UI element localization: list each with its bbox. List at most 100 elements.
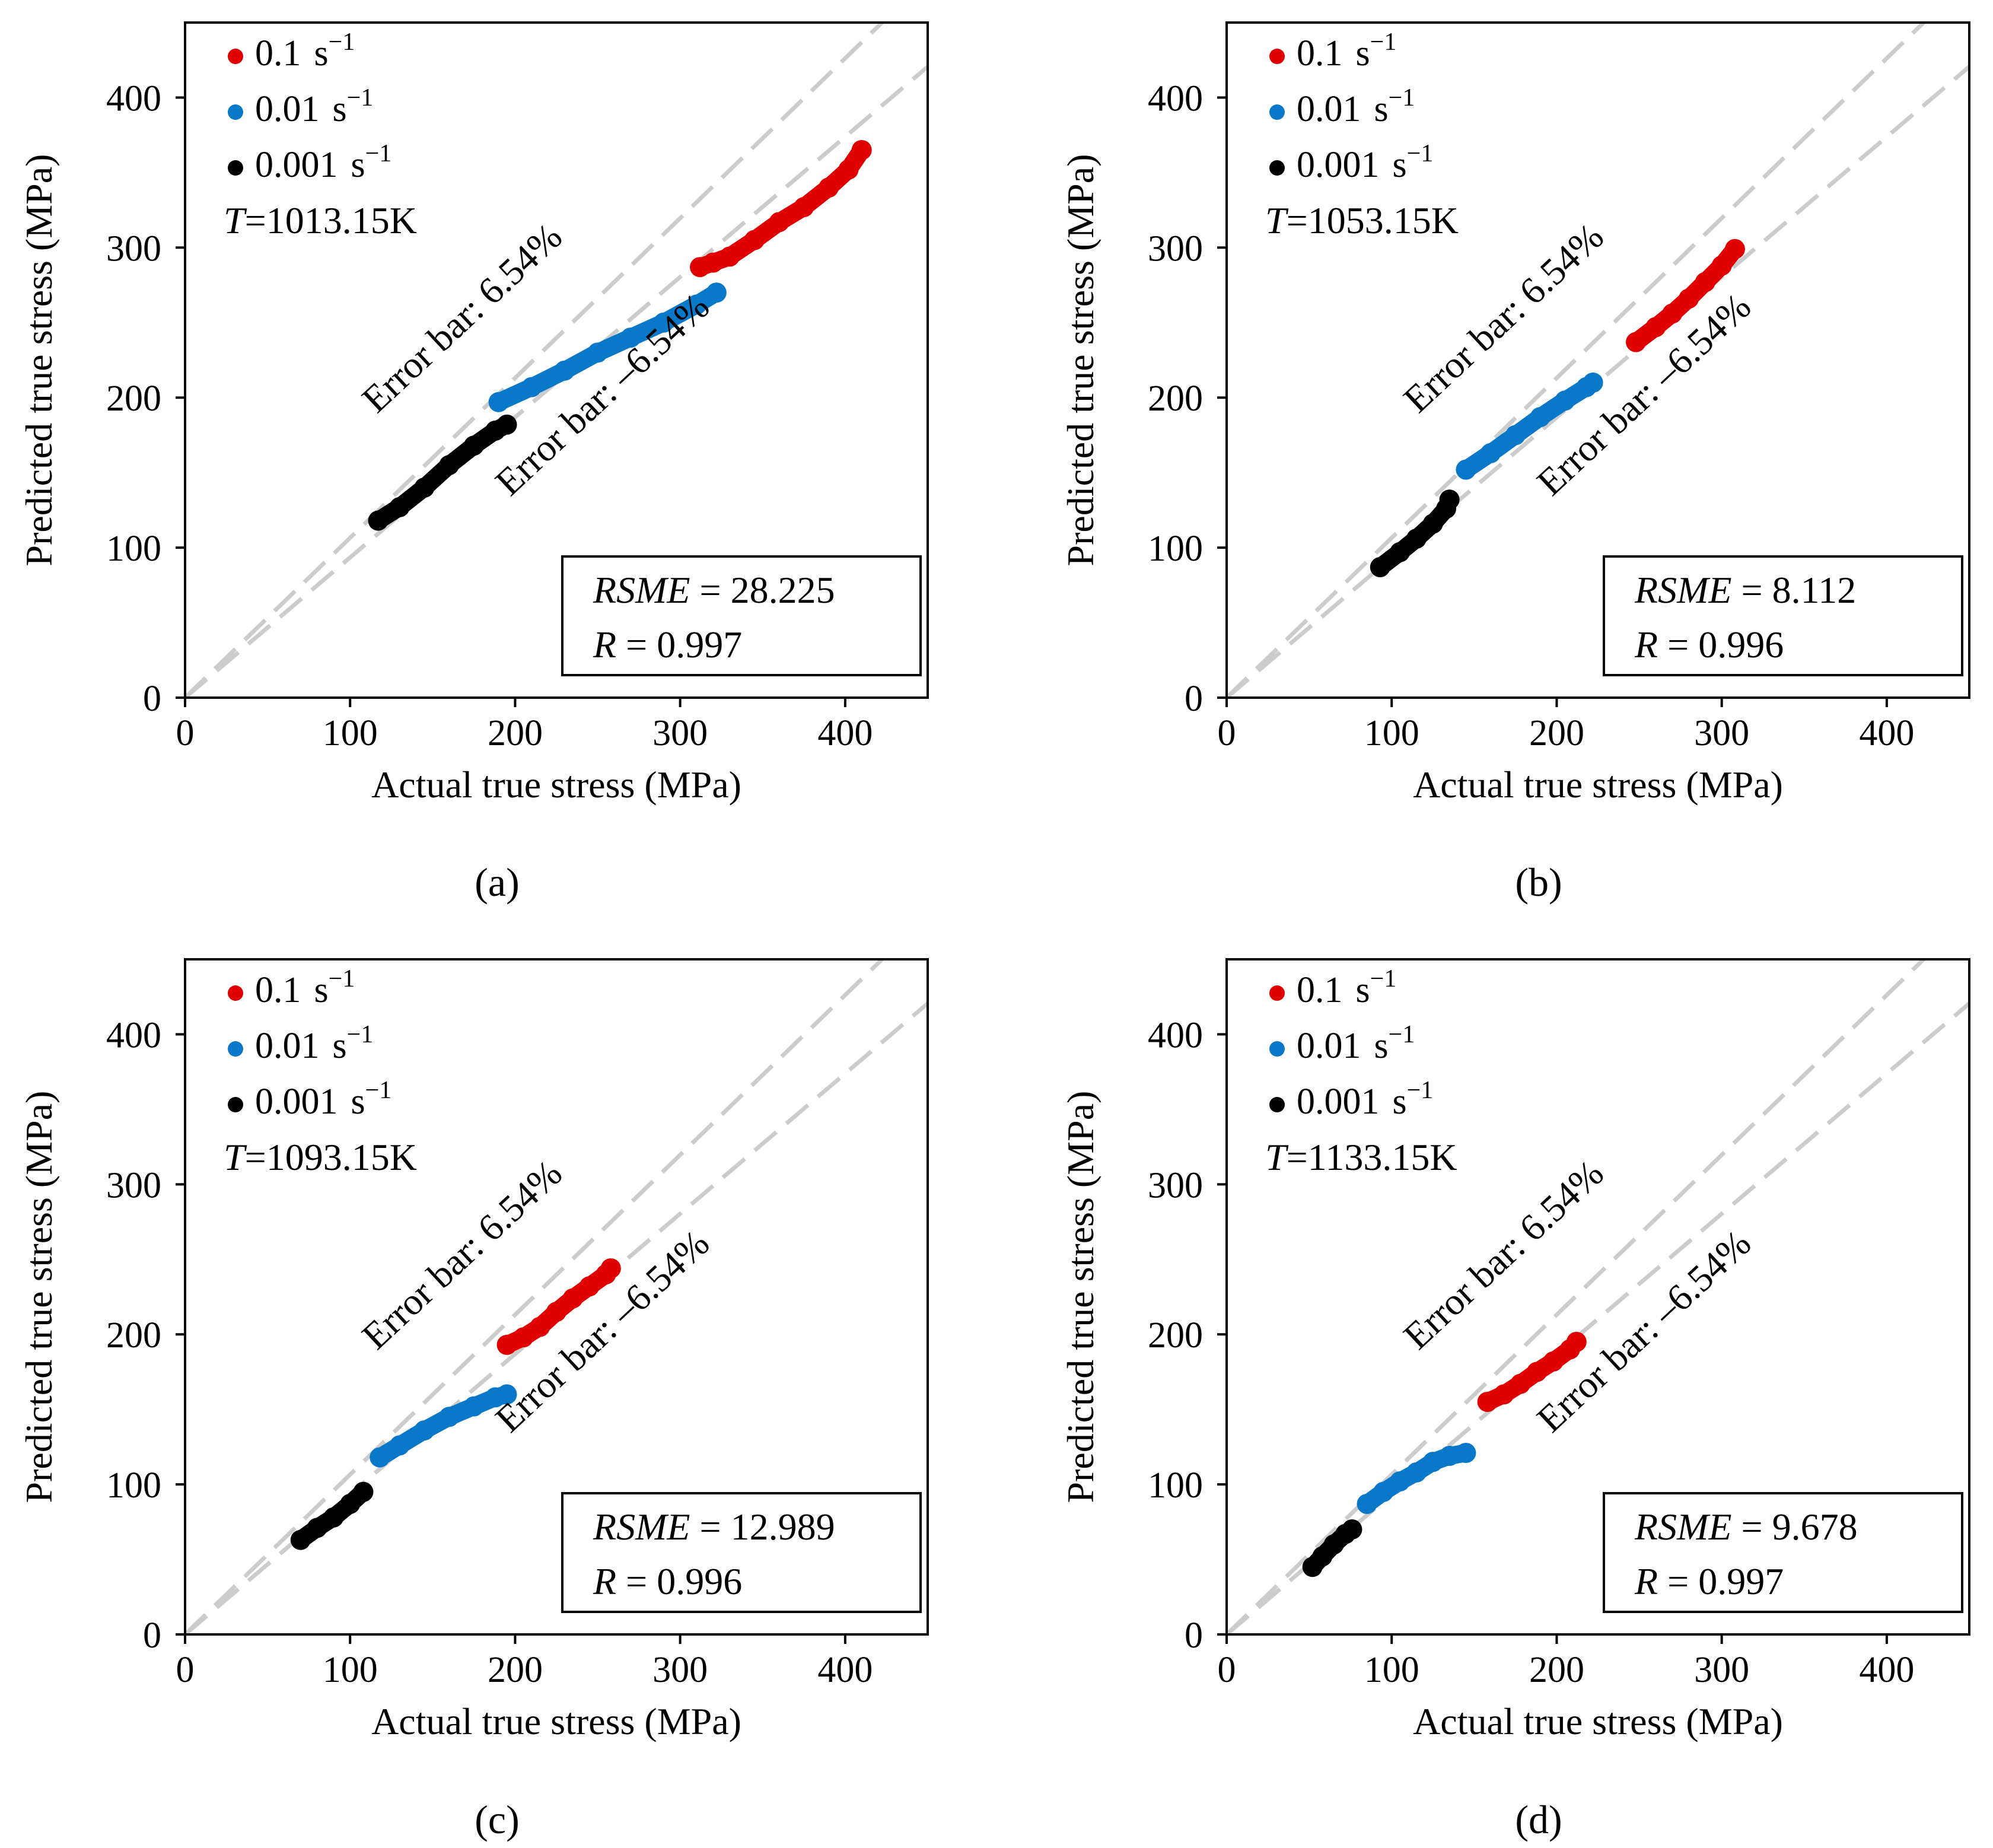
data-point bbox=[686, 294, 707, 315]
temperature-value: =1093.15K bbox=[245, 1136, 417, 1178]
lower-error-line bbox=[185, 1001, 928, 1634]
data-point bbox=[323, 1507, 344, 1528]
upper-error-line bbox=[1227, 23, 1927, 698]
x-tick-label: 300 bbox=[652, 1650, 708, 1690]
panel-label: (c) bbox=[475, 1797, 519, 1842]
temperature-label: T=1053.15K bbox=[1265, 199, 1459, 241]
r-value: 0.996 bbox=[1698, 624, 1784, 666]
data-point bbox=[353, 1481, 374, 1502]
y-tick-label: 200 bbox=[1148, 1315, 1203, 1356]
legend-rate: 0.1 bbox=[1297, 970, 1343, 1010]
y-tick-label: 200 bbox=[106, 1315, 161, 1356]
x-tick-label: 200 bbox=[488, 713, 543, 753]
legend-label: 0.1 s−1 bbox=[255, 965, 355, 1010]
data-point bbox=[1406, 528, 1427, 549]
chart-panel-d: 00 100 100 200 200 300 300 400 400 Actual true st… bbox=[1059, 958, 1970, 1842]
stats-frame bbox=[561, 1492, 922, 1613]
legend-rate: 0.01 bbox=[1297, 89, 1361, 129]
data-point bbox=[1695, 272, 1715, 292]
x-tick-label: 0 bbox=[1218, 1650, 1236, 1690]
stats-frame bbox=[1603, 555, 1963, 676]
y-tick-label: 200 bbox=[1148, 378, 1203, 419]
legend-marker-red bbox=[1269, 985, 1285, 1001]
data-point bbox=[1662, 303, 1683, 324]
temperature-value: =1013.15K bbox=[245, 199, 417, 241]
data-point bbox=[488, 392, 509, 412]
x-tick-label: 300 bbox=[1694, 1650, 1749, 1690]
legend-exponent: −1 bbox=[1389, 1021, 1415, 1048]
rsme-symbol: RSME bbox=[593, 569, 690, 611]
r-symbol: R bbox=[1634, 624, 1658, 666]
series-red bbox=[690, 139, 872, 278]
data-point bbox=[496, 1334, 517, 1355]
x-tick-label: 400 bbox=[1859, 713, 1914, 753]
y-tick-label: 0 bbox=[1185, 679, 1203, 719]
r-value: 0.997 bbox=[1698, 1560, 1784, 1602]
legend-rate: 0.1 bbox=[255, 33, 301, 74]
x-tick-label: 100 bbox=[1364, 1650, 1419, 1690]
r-text: R = 0.997 bbox=[1634, 1560, 1784, 1602]
data-point bbox=[1543, 1351, 1564, 1372]
legend-rate: 0.01 bbox=[255, 1026, 320, 1066]
legend-label: 0.001 s−1 bbox=[255, 1077, 391, 1122]
data-point bbox=[521, 377, 542, 397]
series-red bbox=[1625, 238, 1745, 352]
r-symbol: R bbox=[593, 624, 616, 666]
legend-rate: 0.001 bbox=[255, 145, 338, 185]
data-point bbox=[703, 252, 724, 273]
temperature-symbol: T bbox=[224, 199, 247, 241]
data-point bbox=[370, 1447, 390, 1468]
y-tick-label: 300 bbox=[1148, 228, 1203, 269]
upper-error-line bbox=[185, 23, 886, 698]
data-point bbox=[1456, 459, 1476, 480]
r-equals: = bbox=[1658, 624, 1698, 666]
legend-exponent: −1 bbox=[329, 965, 355, 993]
legend-marker-black bbox=[1269, 160, 1285, 176]
temperature-label: T=1133.15K bbox=[1265, 1136, 1457, 1178]
data-point bbox=[587, 342, 608, 363]
rsme-text: RSME = 28.225 bbox=[593, 569, 835, 611]
data-point bbox=[1481, 443, 1501, 463]
error-band-lines bbox=[1227, 23, 1969, 698]
r-value: 0.996 bbox=[657, 1560, 742, 1602]
data-point bbox=[1439, 1446, 1460, 1467]
rsme-equals: = bbox=[690, 569, 731, 611]
y-tick-label: 300 bbox=[106, 228, 161, 269]
chart-panel-c: 00 100 100 200 200 300 300 400 400 Actual true st… bbox=[18, 958, 929, 1842]
y-tick-label: 300 bbox=[1148, 1165, 1203, 1206]
legend-exponent: −1 bbox=[347, 1021, 374, 1048]
r-value: 0.997 bbox=[657, 624, 742, 666]
series-blue bbox=[1456, 372, 1603, 480]
data-point bbox=[307, 1518, 327, 1538]
legend-label: 0.001 s−1 bbox=[255, 140, 391, 185]
x-tick-label: 0 bbox=[176, 1650, 195, 1690]
rsme-equals: = bbox=[690, 1506, 731, 1548]
lower-error-label: Error bar: –6.54% bbox=[1529, 1222, 1759, 1440]
legend-label: 0.01 s−1 bbox=[255, 1021, 373, 1066]
data-point bbox=[1456, 1443, 1476, 1464]
legend-rate: 0.1 bbox=[1297, 33, 1343, 74]
data-point bbox=[414, 477, 435, 498]
legend-marker-blue bbox=[228, 104, 243, 120]
legend-marker-blue bbox=[228, 1041, 243, 1057]
legend: 0.1 s−10.01 s−10.001 s−1 bbox=[228, 28, 391, 185]
legend-label: 0.01 s−1 bbox=[255, 84, 373, 129]
data-point bbox=[819, 177, 839, 198]
data-point bbox=[1510, 1373, 1531, 1394]
series-black bbox=[1370, 489, 1460, 577]
data-point bbox=[769, 212, 789, 233]
temperature-symbol: T bbox=[1265, 199, 1289, 241]
data-point bbox=[1711, 255, 1732, 276]
rsme-text: RSME = 9.678 bbox=[1634, 1506, 1858, 1548]
data-point bbox=[1505, 425, 1526, 446]
y-axis-label: Predicted true stress (MPa) bbox=[18, 154, 60, 567]
legend-unit: s bbox=[1356, 970, 1370, 1010]
legend-unit: s bbox=[314, 970, 329, 1010]
r-equals: = bbox=[616, 624, 657, 666]
temperature-value: =1133.15K bbox=[1287, 1136, 1457, 1178]
data-point bbox=[620, 327, 641, 348]
data-point bbox=[1357, 1493, 1377, 1514]
y-tick-label: 100 bbox=[1148, 1465, 1203, 1506]
lower-error-line bbox=[185, 65, 928, 698]
y-tick-label: 200 bbox=[106, 378, 161, 419]
